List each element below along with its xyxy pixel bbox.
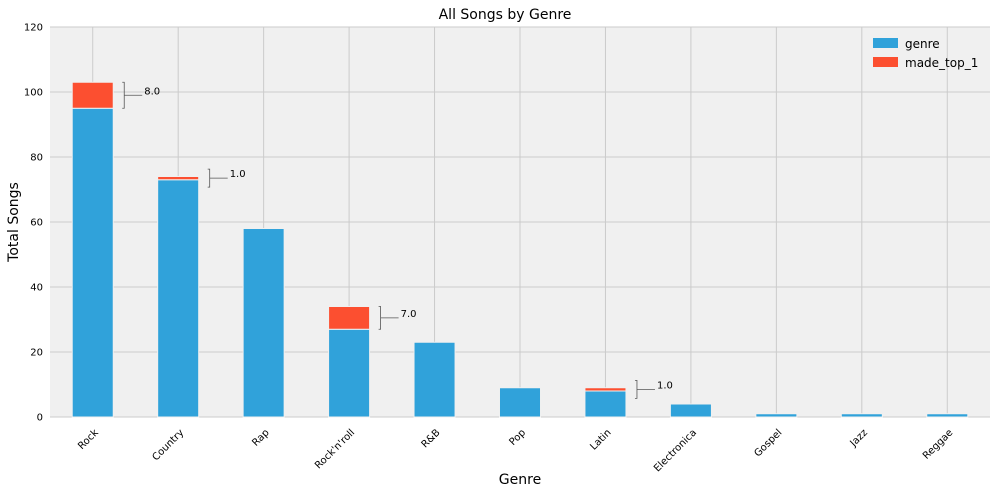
legend-swatch — [873, 57, 898, 67]
x-tick-label: Latin — [588, 427, 613, 452]
annotation-label: 7.0 — [401, 309, 417, 320]
annotation-bracket — [122, 81, 125, 109]
bar-genre — [926, 413, 969, 418]
bar-made-top-1 — [328, 306, 371, 330]
legend-label: genre — [905, 37, 940, 51]
bar-genre — [840, 413, 883, 418]
bar-genre — [242, 228, 285, 418]
x-axis-ticks: Rock Country Rap Rock'n'roll R&B Pop Latin Elec… — [76, 427, 955, 474]
bar-genre — [669, 403, 712, 418]
x-tick-label: Electronica — [652, 427, 699, 474]
y-tick-label: 40 — [30, 283, 43, 294]
x-tick-label: R&B — [420, 427, 443, 450]
annotation-label: 8.0 — [144, 86, 160, 97]
bar-made-top-1 — [71, 81, 114, 109]
y-tick-label: 120 — [24, 23, 43, 34]
bar-genre — [157, 179, 200, 418]
bar-genre — [584, 390, 627, 418]
x-axis-title: Genre — [499, 472, 541, 488]
y-tick-label: 0 — [37, 413, 43, 424]
chart-title: All Songs by Genre — [439, 7, 572, 23]
x-tick-label: Jazz — [848, 427, 870, 449]
bar-genre — [755, 413, 798, 418]
bar-made-top-1 — [584, 387, 627, 392]
x-tick-label: Reggae — [921, 427, 955, 461]
y-axis-title: Total Songs — [6, 182, 22, 263]
x-tick-label: Pop — [508, 427, 529, 448]
x-tick-label: Rap — [250, 427, 271, 448]
bars — [71, 81, 969, 418]
bar-genre — [71, 107, 114, 418]
y-tick-label: 100 — [24, 88, 43, 99]
legend-swatch — [873, 38, 898, 48]
annotation-label: 1.0 — [657, 380, 673, 391]
x-tick-label: Rock — [76, 427, 101, 452]
annotations: 8.0 1.0 7.0 1.0 — [122, 81, 673, 399]
y-tick-label: 20 — [30, 348, 43, 359]
bar-made-top-1 — [157, 176, 200, 181]
legend-label: made_top_1 — [905, 56, 978, 70]
y-tick-label: 60 — [30, 218, 43, 229]
y-axis-ticks: 0 20 40 60 80 100 120 — [24, 23, 43, 424]
bar-genre — [328, 328, 371, 418]
x-tick-label: Rock'n'roll — [313, 427, 357, 471]
annotation-label: 1.0 — [230, 169, 246, 180]
y-tick-label: 80 — [30, 153, 43, 164]
x-tick-label: Gospel — [752, 427, 784, 459]
bar-genre — [413, 341, 456, 418]
legend: genre made_top_1 — [873, 37, 978, 70]
bar-genre — [498, 387, 542, 418]
x-tick-label: Country — [150, 427, 186, 463]
